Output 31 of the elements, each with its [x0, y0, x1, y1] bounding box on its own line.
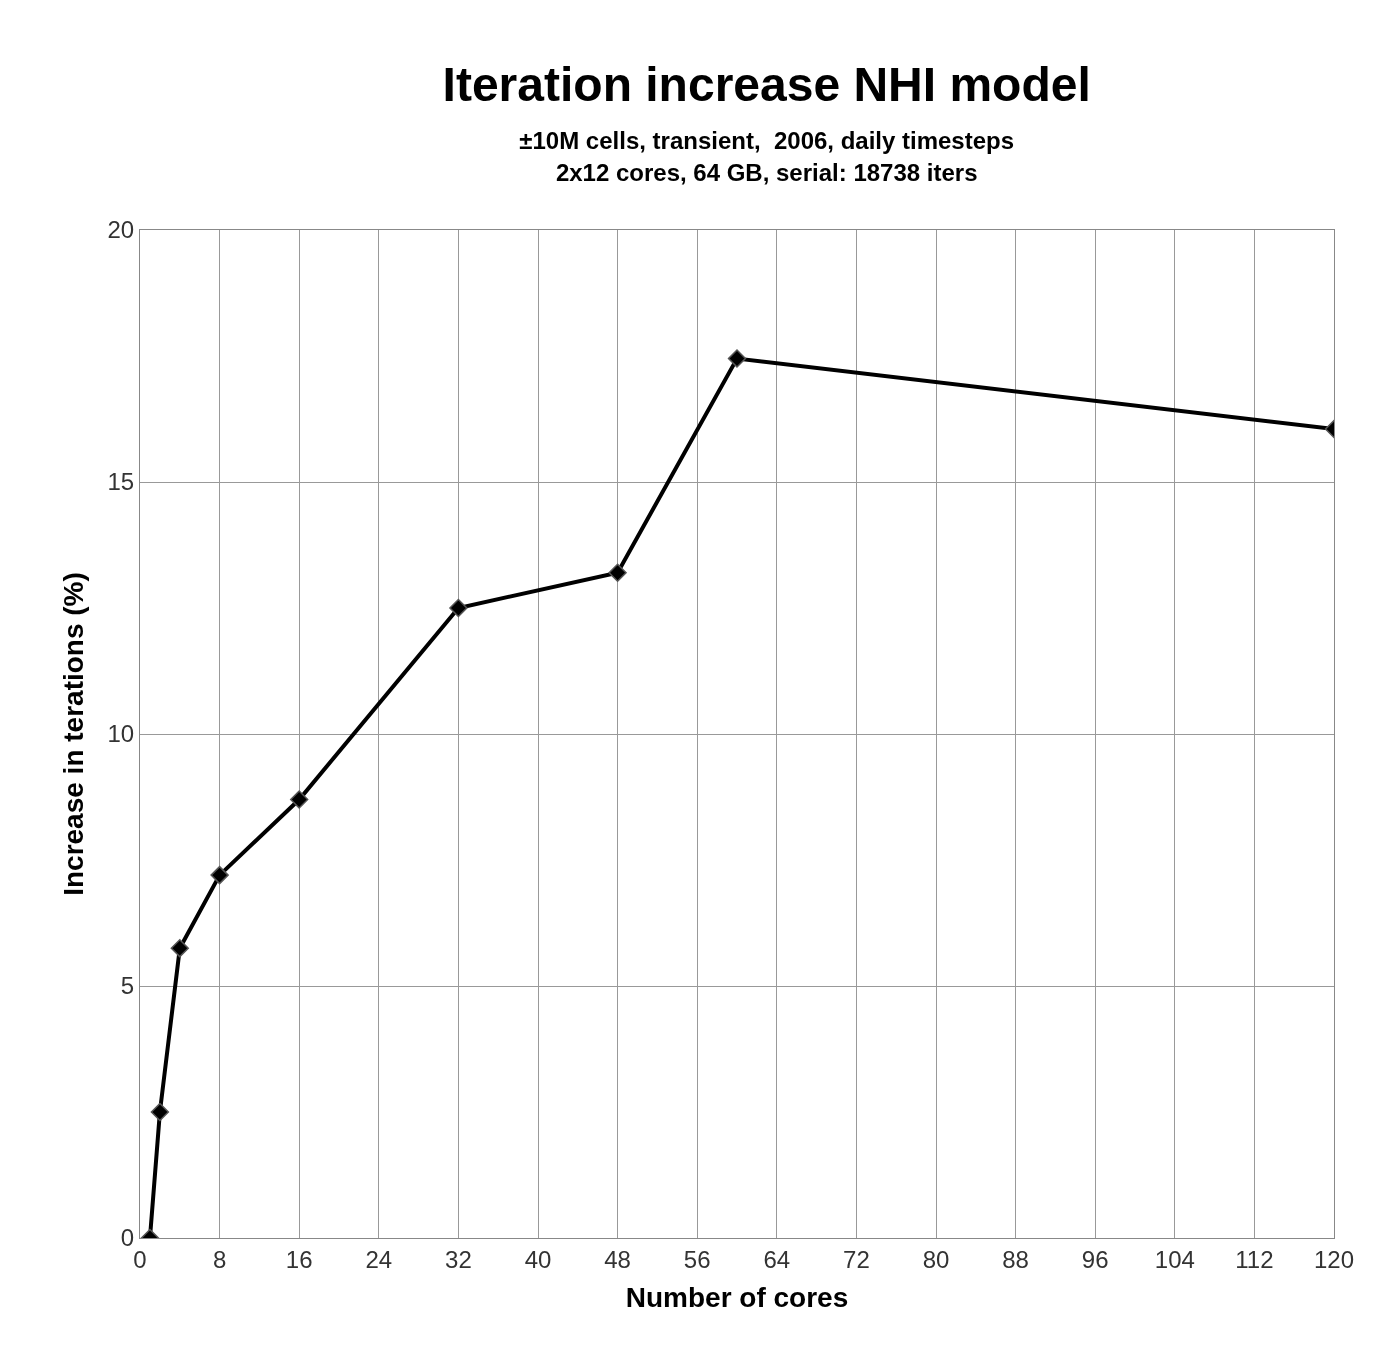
point: [210, 865, 229, 885]
chart-title: Iteration increase NHI model: [442, 58, 1091, 111]
point: [150, 1102, 170, 1122]
y-axis-title: Increase in terations (%): [58, 572, 90, 896]
x-tick-label: 64: [763, 1245, 791, 1273]
x-tick-label: 112: [1235, 1245, 1274, 1273]
y-tick-label: 20: [107, 216, 135, 244]
y-tick-label: 0: [120, 1224, 135, 1252]
x-tick-label: 48: [604, 1245, 631, 1273]
point: [290, 790, 309, 809]
x-tick-label: 56: [683, 1245, 711, 1273]
y-tick-label: 5: [120, 972, 135, 1000]
x-tick-label: 96: [1081, 1245, 1109, 1273]
x-tick-label: 24: [365, 1245, 393, 1273]
x-tick-label: 8: [212, 1245, 227, 1273]
point: [449, 598, 468, 618]
x-tick-label: 88: [1002, 1245, 1029, 1273]
x-tick-label: 16: [285, 1245, 313, 1273]
point: [170, 939, 189, 958]
point: [727, 349, 747, 368]
x-tick-label: 72: [843, 1245, 870, 1273]
x-tick-label: 80: [922, 1245, 950, 1273]
point: [608, 563, 627, 582]
chart-subtitle: ±10M cells, transient, 2006, daily timesteps 2x12 cores, 64 GB, serial: 18738 iters: [519, 127, 1015, 186]
y-tick-label: 15: [107, 468, 135, 496]
x-tick-label: 32: [445, 1245, 472, 1273]
x-tick-label: 40: [524, 1245, 552, 1273]
x-axis-title: Number of cores: [625, 1281, 849, 1313]
x-tick-label: 120: [1313, 1245, 1355, 1273]
y-tick-label: 10: [107, 720, 135, 748]
x-tick-label: 104: [1154, 1245, 1195, 1273]
